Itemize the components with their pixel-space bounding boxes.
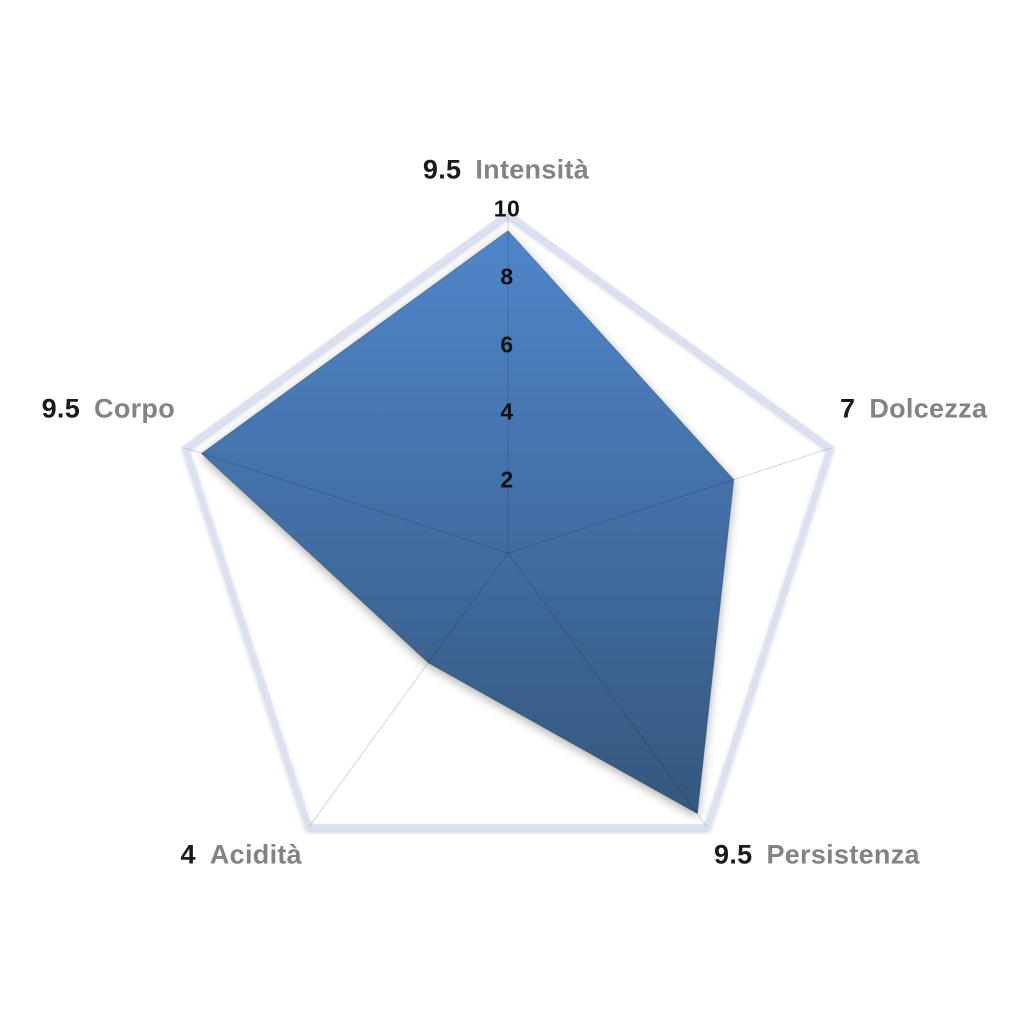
axis-tick-label: 4	[500, 398, 514, 425]
radar-data-polygon	[201, 230, 735, 814]
radar-spokes	[185, 214, 831, 828]
category-label-corpo: 9.5 Corpo	[42, 394, 175, 425]
radar-outer-ring	[182, 210, 834, 831]
axis-tick-label: 6	[500, 331, 514, 358]
category-name: Acidità	[209, 839, 302, 870]
radar-spoke	[185, 447, 509, 554]
category-name: Intensità	[475, 154, 590, 185]
category-label-dolcezza: 7 Dolcezza	[840, 394, 987, 425]
radar-spoke	[507, 552, 708, 828]
category-value: 4	[180, 839, 196, 870]
category-label-intensita: 9.5 Intensità	[423, 155, 589, 186]
radar-spoke	[308, 552, 509, 828]
category-value: 9.5	[714, 839, 753, 870]
axis-tick-label: 8	[500, 263, 514, 290]
category-name: Persistenza	[766, 839, 920, 870]
axis-tick-label: 10	[493, 195, 521, 222]
category-value: 9.5	[422, 154, 462, 185]
category-value: 9.5	[41, 393, 81, 424]
category-name: Corpo	[94, 393, 175, 424]
category-label-acidita: 4 Acidità	[181, 840, 302, 871]
axis-tick-label: 2	[500, 466, 514, 493]
radar-spoke	[507, 447, 831, 554]
category-name: Dolcezza	[869, 393, 988, 424]
category-label-persistenza: 9.5 Persistenza	[714, 840, 920, 871]
category-value: 7	[840, 393, 856, 424]
